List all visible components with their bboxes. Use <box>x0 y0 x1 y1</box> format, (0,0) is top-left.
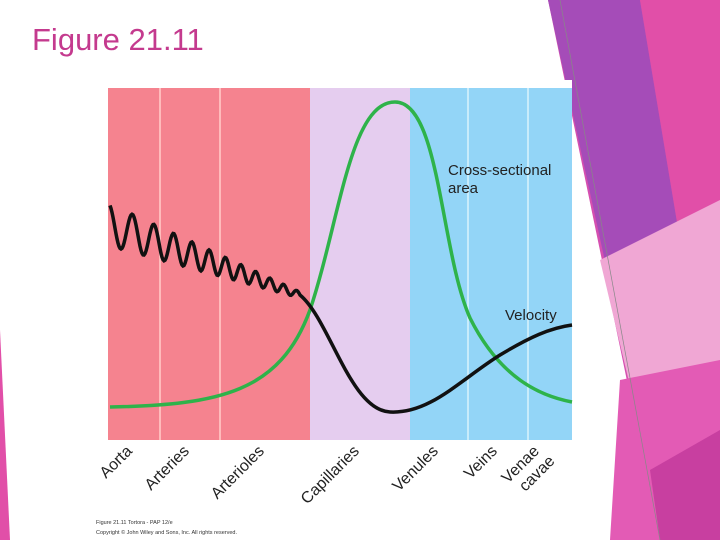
area-curve <box>109 100 573 409</box>
decor <box>650 430 720 540</box>
credit: Figure 21.11 Tortora - PAP 12/e <box>96 520 173 526</box>
band <box>310 88 410 440</box>
velocity-label: Velocity <box>505 307 557 324</box>
decor <box>0 330 10 540</box>
credit: Copyright © John Wiley and Sons, Inc. Al… <box>96 529 237 536</box>
band <box>410 88 572 440</box>
area-label: Cross-sectional area <box>448 162 551 197</box>
bands <box>108 88 572 440</box>
band <box>108 88 310 440</box>
velocity-curve <box>108 204 573 414</box>
slide-title: Figure 21.11 <box>32 22 204 57</box>
decor-line <box>559 0 661 540</box>
